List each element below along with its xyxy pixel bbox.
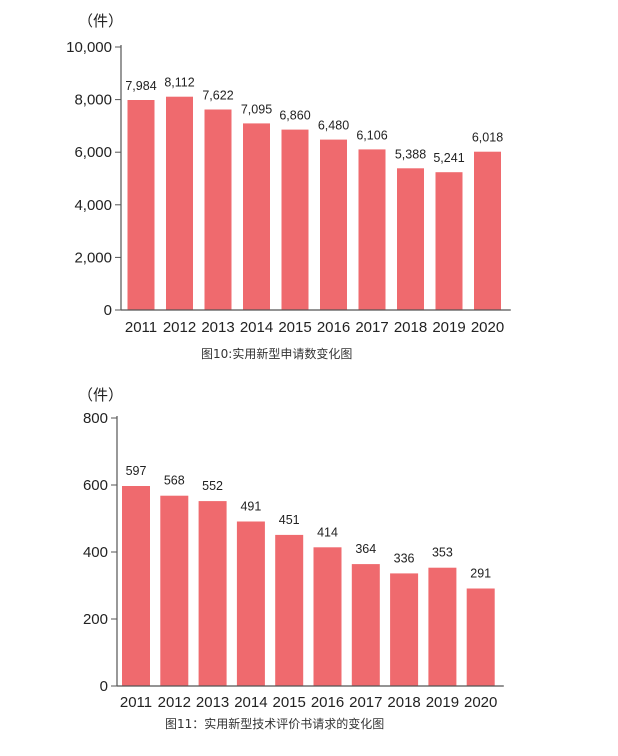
x-tick-label-2011: 2011 [125,319,157,336]
y-tick-label: 0 [104,302,112,319]
bar-2014 [243,123,270,311]
chart2-x-axis-ticks: 2011 2012 2013 2014 2015 2016 2017 2018 2019 2020 [120,694,498,711]
bar-2020 [466,588,495,686]
chart2-unit-label: （件） [78,386,123,404]
chart-patent-applications: （件） 7,984 8,112 7,622 7,095 6,860 6,480 6,106 5… [66,12,511,361]
x-tick-label-2013: 2013 [196,694,229,711]
data-label-2016: 414 [317,525,338,539]
bar-2018 [397,168,424,310]
x-tick-label-2012: 2012 [163,319,196,336]
x-tick-label-2020: 2020 [471,319,504,336]
y-tick-label: 400 [83,544,108,561]
data-label-2018: 336 [394,551,415,565]
chart-technical-evaluation-requests: （件） 597 568 552 491 451 414 364 336 353 291 0 200 4… [78,386,504,731]
y-tick-label: 2,000 [74,249,112,266]
x-tick-label-2016: 2016 [317,319,350,336]
data-label-2020: 6,018 [472,131,503,145]
bar-2015 [281,129,309,310]
data-label-2012: 568 [164,474,185,488]
bar-2016 [320,139,347,310]
chart1-bars [127,96,501,311]
data-label-2018: 5,388 [395,147,426,161]
chart1-data-labels: 7,984 8,112 7,622 7,095 6,860 6,480 6,106 5,388… [125,76,503,166]
bar-2015 [275,534,304,686]
bar-2017 [358,149,386,310]
x-tick-label-2017: 2017 [349,694,382,711]
x-tick-label-2017: 2017 [355,319,388,336]
bar-2011 [127,100,155,310]
x-tick-label-2015: 2015 [273,694,306,711]
x-tick-label-2014: 2014 [234,694,267,711]
data-label-2019: 5,241 [433,151,464,165]
y-tick-label: 600 [83,477,108,494]
data-label-2017: 364 [355,542,376,556]
data-label-2012: 8,112 [164,76,194,90]
data-label-2015: 451 [279,513,300,527]
y-tick-label: 4,000 [74,197,112,214]
bar-2020 [474,151,501,310]
y-tick-label: 10,000 [66,39,112,56]
y-tick-label: 8,000 [74,92,112,109]
data-label-2017: 6,106 [356,128,387,142]
data-label-2016: 6,480 [318,119,349,133]
bar-2013 [204,109,232,310]
x-tick-label-2014: 2014 [240,319,273,336]
bar-2019 [428,567,457,686]
chart2-bars [122,486,495,686]
chart1-x-axis-ticks: 2011 2012 2013 2014 2015 2016 2017 2018 2019 2020 [125,319,504,336]
x-tick-label-2015: 2015 [278,319,311,336]
chart1-y-axis-ticks: 0 2,000 4,000 6,000 8,000 10,000 [66,39,121,319]
y-tick-label: 200 [83,611,108,628]
y-tick-label: 0 [100,678,108,695]
x-tick-label-2020: 2020 [464,694,497,711]
x-tick-label-2013: 2013 [201,319,234,336]
data-label-2011: 597 [126,464,147,478]
x-tick-label-2018: 2018 [394,319,427,336]
bar-2012 [160,495,189,686]
bar-2013 [198,501,227,686]
x-tick-label-2019: 2019 [426,694,459,711]
chart2-y-axis-ticks: 0 200 400 600 800 [83,410,117,695]
x-tick-label-2018: 2018 [387,694,420,711]
data-label-2014: 491 [240,500,261,514]
y-tick-label: 800 [83,410,108,427]
chart1-unit-label: （件） [78,12,123,30]
data-label-2013: 7,622 [202,89,233,103]
bar-2017 [351,564,380,686]
chart1-caption: 图10:实用新型申请数变化图 [201,346,352,361]
chart2-caption: 图11：实用新型技术评价书请求的变化图 [165,716,384,731]
data-label-2011: 7,984 [125,79,156,93]
x-tick-label-2012: 2012 [158,694,191,711]
data-label-2014: 7,095 [241,102,272,116]
y-tick-label: 6,000 [74,144,112,161]
bar-2014 [236,521,265,686]
x-tick-label-2011: 2011 [120,694,152,711]
data-label-2015: 6,860 [279,109,310,123]
x-tick-label-2019: 2019 [432,319,465,336]
data-label-2020: 291 [470,567,491,581]
bar-2018 [390,573,419,686]
chart2-data-labels: 597 568 552 491 451 414 364 336 353 291 [126,464,492,581]
bar-2019 [435,172,463,310]
bar-2011 [122,486,150,686]
bar-2012 [166,96,193,310]
bar-2016 [313,547,342,686]
x-tick-label-2016: 2016 [311,694,344,711]
data-label-2019: 353 [432,546,453,560]
data-label-2013: 552 [202,479,223,493]
